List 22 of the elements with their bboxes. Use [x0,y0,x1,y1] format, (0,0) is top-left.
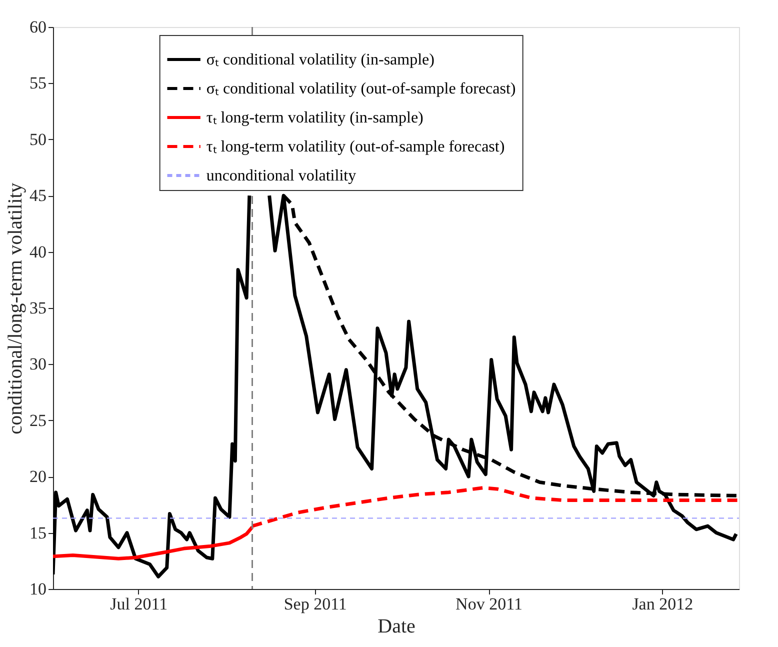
y-tick-label: 55 [30,74,46,93]
y-tick-label: 25 [30,410,46,430]
x-tick-label: Jul 2011 [110,594,168,614]
x-tick-label: Nov 2011 [456,594,522,614]
y-axis-title: conditional/long-term volatility [4,182,26,434]
legend-label: σₜ conditional volatility (in-sample) [206,52,434,68]
y-tick-label: 15 [30,523,46,542]
y-tick-label: 35 [30,298,46,318]
y-tick-label: 50 [30,130,46,149]
y-tick-label: 20 [30,467,46,486]
legend-label: unconditional volatility [206,168,356,184]
legend-label: τₜ long-term volatility (out-of-sample forecast) [206,138,505,156]
x-axis-title: Date [378,616,416,638]
y-tick-label: 60 [30,18,46,36]
legend-label: τₜ long-term volatility (in-sample) [206,110,424,126]
y-tick-label: 45 [30,186,46,206]
y-tick-label: 40 [30,242,46,262]
legend-label: σₜ conditional volatility (out-of-sample forecast) [206,80,516,98]
x-tick-label: Sep 2011 [284,594,347,614]
y-tick-label: 30 [30,354,46,374]
y-tick-label: 10 [30,580,46,598]
x-tick-label: Jan 2012 [632,594,694,614]
